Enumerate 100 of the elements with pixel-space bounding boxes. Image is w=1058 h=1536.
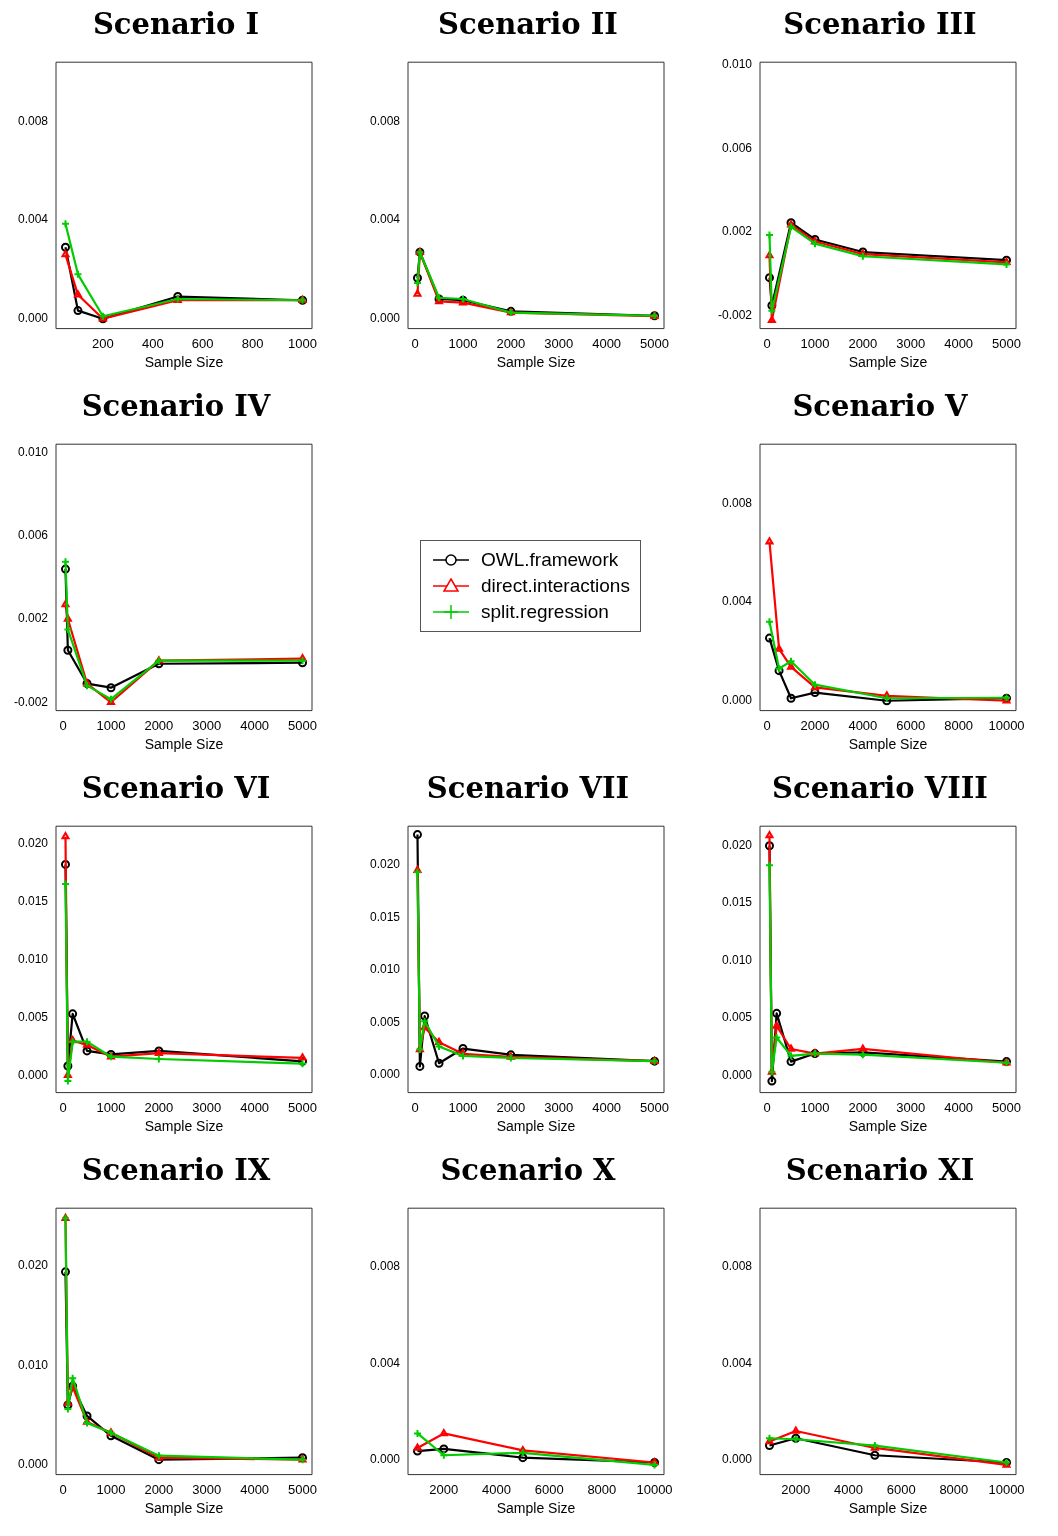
x-tick-label: 10000 — [988, 1481, 1025, 1497]
x-tick-label: 2000 — [800, 717, 830, 733]
x-tick-label: 4000 — [944, 1099, 974, 1115]
x-tick-label: 2000 — [781, 1481, 811, 1497]
x-tick-label: 3000 — [192, 717, 222, 733]
x-tick-label: 0 — [763, 1099, 771, 1115]
y-tick-label: 0.020 — [369, 857, 401, 872]
y-tick-label: 0.008 — [17, 113, 49, 128]
y-tick-label: 0.008 — [369, 1258, 401, 1273]
x-tick-label: 1000 — [96, 717, 126, 733]
x-axis-title: Sample Size — [848, 1500, 928, 1517]
y-tick-label: 0.020 — [17, 1258, 49, 1273]
x-tick-label: 4000 — [482, 1481, 511, 1497]
y-tick-label: 0.006 — [17, 528, 49, 543]
x-axis-title: Sample Size — [848, 1118, 928, 1135]
y-tick-label: 0.010 — [17, 1357, 49, 1372]
x-axis-title: Sample Size — [848, 736, 928, 753]
chart-title: Scenario X — [439, 1152, 617, 1189]
x-tick-label: 2000 — [848, 335, 878, 351]
x-tick-label: 8000 — [939, 1481, 969, 1497]
chart-title: Scenario II — [437, 6, 619, 43]
y-tick-label: 0.008 — [721, 1258, 753, 1273]
x-tick-label: 5000 — [992, 335, 1021, 351]
x-tick-label: 0 — [411, 1099, 419, 1115]
x-tick-label: 1000 — [448, 335, 478, 351]
y-tick-label: 0.015 — [369, 909, 401, 924]
x-tick-label: 800 — [241, 335, 264, 351]
x-tick-label: 2000 — [144, 717, 174, 733]
x-tick-label: 6000 — [896, 717, 926, 733]
x-tick-label: 6000 — [534, 1481, 564, 1497]
x-tick-label: 3000 — [192, 1481, 222, 1497]
chart-title: Scenario I — [91, 6, 261, 43]
x-tick-label: 0 — [59, 717, 67, 733]
x-tick-label: 3000 — [896, 1099, 926, 1115]
y-tick-label: 0.005 — [17, 1009, 49, 1024]
x-tick-label: 0 — [763, 335, 771, 351]
y-tick-label: -0.002 — [13, 694, 49, 709]
x-axis-title: Sample Size — [496, 354, 576, 371]
y-tick-label: 0.000 — [721, 1452, 753, 1467]
y-tick-label: 0.002 — [17, 611, 49, 626]
y-tick-label: 0.015 — [17, 893, 49, 908]
chart-title: Scenario XI — [784, 1152, 976, 1189]
x-tick-label: 3000 — [544, 335, 574, 351]
x-tick-label: 600 — [191, 335, 214, 351]
x-tick-label: 1000 — [96, 1099, 126, 1115]
y-tick-label: 0.010 — [369, 962, 401, 977]
y-tick-label: 0.004 — [17, 212, 49, 227]
x-tick-label: 6000 — [886, 1481, 916, 1497]
x-tick-label: 4000 — [944, 335, 974, 351]
x-tick-label: 4000 — [592, 335, 622, 351]
y-tick-label: 0.004 — [369, 212, 401, 227]
y-tick-label: 0.000 — [721, 693, 753, 708]
y-tick-label: 0.000 — [17, 311, 49, 326]
y-tick-label: 0.005 — [721, 1010, 753, 1025]
x-tick-label: 1000 — [800, 1099, 830, 1115]
x-tick-label: 0 — [411, 335, 419, 351]
y-tick-label: 0.010 — [17, 951, 49, 966]
x-tick-label: 2000 — [496, 1099, 526, 1115]
y-tick-label: 0.000 — [721, 1067, 753, 1082]
x-tick-label: 200 — [92, 335, 114, 351]
y-tick-label: 0.000 — [369, 1452, 401, 1467]
x-tick-label: 2000 — [144, 1481, 174, 1497]
x-axis-title: Sample Size — [848, 354, 928, 371]
x-tick-label: 1000 — [448, 1099, 478, 1115]
x-tick-label: 2000 — [144, 1099, 174, 1115]
x-tick-label: 5000 — [288, 717, 317, 733]
x-tick-label: 8000 — [944, 717, 974, 733]
x-tick-label: 5000 — [288, 1099, 317, 1115]
x-axis-title: Sample Size — [144, 1118, 224, 1135]
x-axis-title: Sample Size — [496, 1500, 576, 1517]
x-tick-label: 4000 — [848, 717, 878, 733]
y-tick-label: 0.004 — [721, 594, 753, 609]
y-tick-label: 0.010 — [721, 56, 753, 71]
chart-title: Scenario VIII — [771, 770, 989, 807]
y-tick-label: 0.010 — [721, 952, 753, 967]
x-tick-label: 400 — [141, 335, 164, 351]
y-tick-label: 0.020 — [17, 835, 49, 850]
x-tick-label: 1000 — [96, 1481, 126, 1497]
y-tick-label: 0.020 — [721, 838, 753, 853]
x-tick-label: 2000 — [429, 1481, 459, 1497]
y-tick-label: 0.008 — [721, 495, 753, 510]
chart-title: Scenario IX — [80, 1152, 272, 1189]
x-tick-label: 4000 — [240, 1099, 270, 1115]
x-axis-title: Sample Size — [144, 1500, 224, 1517]
x-axis-title: Sample Size — [144, 354, 224, 371]
y-tick-label: 0.006 — [721, 140, 753, 155]
chart-title: Scenario VI — [80, 770, 272, 807]
x-tick-label: 8000 — [587, 1481, 617, 1497]
x-tick-label: 5000 — [640, 335, 669, 351]
y-tick-label: 0.000 — [17, 1456, 49, 1471]
y-tick-label: 0.000 — [369, 1067, 401, 1082]
x-tick-label: 3000 — [192, 1099, 222, 1115]
chart-title: Scenario VII — [425, 770, 631, 807]
x-axis-title: Sample Size — [144, 736, 224, 753]
x-tick-label: 0 — [59, 1099, 67, 1115]
x-tick-label: 4000 — [240, 717, 270, 733]
x-tick-label: 10000 — [988, 717, 1025, 733]
y-tick-label: 0.010 — [17, 444, 49, 459]
x-tick-label: 0 — [59, 1481, 67, 1497]
x-tick-label: 4000 — [592, 1099, 622, 1115]
